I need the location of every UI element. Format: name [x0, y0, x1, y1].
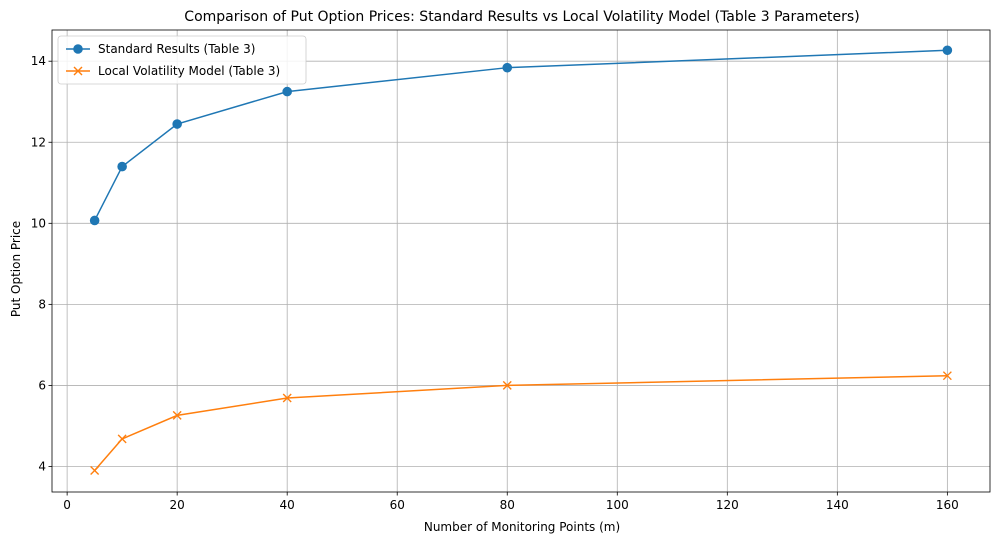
legend-box	[57, 35, 307, 85]
x-tick-label: 120	[716, 498, 739, 512]
data-point	[89, 215, 100, 226]
legend-marker	[73, 66, 83, 76]
x-tick-label: 160	[936, 498, 959, 512]
series-2	[90, 371, 952, 476]
data-point	[502, 380, 512, 390]
axis-ticks: 0 20 40 60 80 100 120 140 160 4 6 8 10 12 14	[31, 54, 959, 512]
data-point	[172, 410, 182, 420]
series-line	[94, 374, 948, 472]
data-point	[942, 45, 953, 56]
x-tick-label: 0	[63, 498, 71, 512]
x-axis-label: Number of Monitoring Points (m)	[424, 520, 620, 534]
y-tick-label: 8	[38, 297, 46, 311]
series-1	[89, 45, 953, 226]
y-tick-label: 12	[31, 135, 46, 149]
legend-label: Local Volatility Model (Table 3)	[98, 64, 280, 78]
data-point	[172, 119, 182, 129]
x-tick-label: 100	[606, 498, 629, 512]
x-tick-label: 20	[170, 498, 185, 512]
data-point	[117, 434, 127, 444]
y-axis-label: Put Option Price	[9, 221, 23, 317]
y-tick-label: 10	[31, 216, 46, 230]
y-tick-label: 14	[31, 54, 46, 68]
data-point	[282, 393, 292, 403]
x-tick-label: 60	[390, 498, 405, 512]
y-tick-label: 4	[38, 459, 46, 473]
legend-item: Standard Results (Table 3)	[66, 42, 255, 56]
plot-frame	[51, 29, 991, 493]
grid-lines	[52, 30, 990, 492]
series-layer	[89, 45, 953, 476]
data-point	[502, 62, 513, 73]
legend-item: Local Volatility Model (Table 3)	[66, 64, 280, 78]
data-point	[942, 371, 952, 381]
data-point	[117, 161, 127, 172]
data-point	[282, 86, 292, 97]
legend: Standard Results (Table 3) Local Volatili…	[57, 35, 307, 85]
data-point	[90, 466, 100, 476]
legend-marker	[73, 44, 83, 54]
y-tick-label: 6	[38, 378, 46, 392]
chart-title: Comparison of Put Option Prices: Standar…	[184, 9, 859, 25]
x-tick-label: 80	[500, 498, 515, 512]
x-tick-label: 40	[280, 498, 295, 512]
series-line	[93, 49, 948, 221]
legend-label: Standard Results (Table 3)	[98, 42, 255, 56]
x-tick-label: 140	[826, 498, 849, 512]
